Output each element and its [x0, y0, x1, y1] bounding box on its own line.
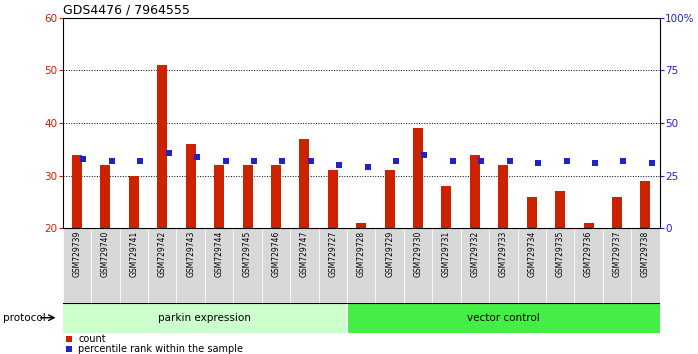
- Text: count: count: [78, 334, 106, 344]
- Bar: [641, 181, 651, 228]
- Text: GSM729730: GSM729730: [413, 230, 422, 277]
- Bar: [470, 155, 480, 228]
- Bar: [527, 197, 537, 228]
- Bar: [385, 170, 394, 228]
- Bar: [612, 197, 622, 228]
- Text: GSM729738: GSM729738: [641, 230, 650, 277]
- Bar: [432, 228, 461, 303]
- Text: GSM729740: GSM729740: [101, 230, 110, 277]
- Bar: [129, 176, 139, 228]
- Bar: [91, 228, 119, 303]
- Bar: [347, 228, 376, 303]
- Bar: [498, 165, 508, 228]
- Text: GSM729734: GSM729734: [527, 230, 536, 277]
- Text: GSM729744: GSM729744: [214, 230, 223, 277]
- Text: GSM729745: GSM729745: [243, 230, 252, 277]
- Text: GSM729741: GSM729741: [129, 230, 138, 277]
- Bar: [243, 165, 253, 228]
- Text: GSM729739: GSM729739: [73, 230, 82, 277]
- Bar: [148, 228, 177, 303]
- Bar: [63, 303, 347, 333]
- Bar: [584, 223, 593, 228]
- Bar: [271, 165, 281, 228]
- Bar: [205, 228, 233, 303]
- Text: GSM729743: GSM729743: [186, 230, 195, 277]
- Text: GSM729737: GSM729737: [612, 230, 621, 277]
- Text: GSM729733: GSM729733: [499, 230, 508, 277]
- Bar: [461, 228, 489, 303]
- Bar: [328, 170, 338, 228]
- Text: GSM729732: GSM729732: [470, 230, 480, 277]
- Bar: [157, 65, 168, 228]
- Bar: [404, 228, 432, 303]
- Bar: [119, 228, 148, 303]
- Text: GSM729729: GSM729729: [385, 230, 394, 277]
- Bar: [233, 228, 262, 303]
- Bar: [546, 228, 574, 303]
- Text: GSM729735: GSM729735: [556, 230, 565, 277]
- Bar: [186, 144, 195, 228]
- Bar: [376, 228, 404, 303]
- Text: GSM729731: GSM729731: [442, 230, 451, 277]
- Text: GSM729746: GSM729746: [272, 230, 281, 277]
- Bar: [442, 186, 452, 228]
- Bar: [603, 228, 631, 303]
- Bar: [555, 192, 565, 228]
- Text: percentile rank within the sample: percentile rank within the sample: [78, 344, 243, 354]
- Text: GSM729727: GSM729727: [328, 230, 337, 277]
- Bar: [347, 303, 660, 333]
- Bar: [489, 228, 517, 303]
- Text: GSM729736: GSM729736: [584, 230, 593, 277]
- Bar: [574, 228, 603, 303]
- Bar: [63, 228, 91, 303]
- Text: GSM729742: GSM729742: [158, 230, 167, 277]
- Bar: [101, 165, 110, 228]
- Text: vector control: vector control: [467, 313, 540, 323]
- Text: GSM729728: GSM729728: [357, 230, 366, 277]
- Bar: [290, 228, 318, 303]
- Bar: [631, 228, 660, 303]
- Bar: [72, 155, 82, 228]
- Bar: [517, 228, 546, 303]
- Bar: [177, 228, 205, 303]
- Text: GSM729747: GSM729747: [300, 230, 309, 277]
- Bar: [214, 165, 224, 228]
- Text: parkin expression: parkin expression: [158, 313, 251, 323]
- Bar: [262, 228, 290, 303]
- Bar: [356, 223, 366, 228]
- Bar: [413, 128, 423, 228]
- Bar: [318, 228, 347, 303]
- Bar: [299, 139, 309, 228]
- Text: protocol: protocol: [3, 313, 46, 323]
- Text: GDS4476 / 7964555: GDS4476 / 7964555: [63, 4, 190, 17]
